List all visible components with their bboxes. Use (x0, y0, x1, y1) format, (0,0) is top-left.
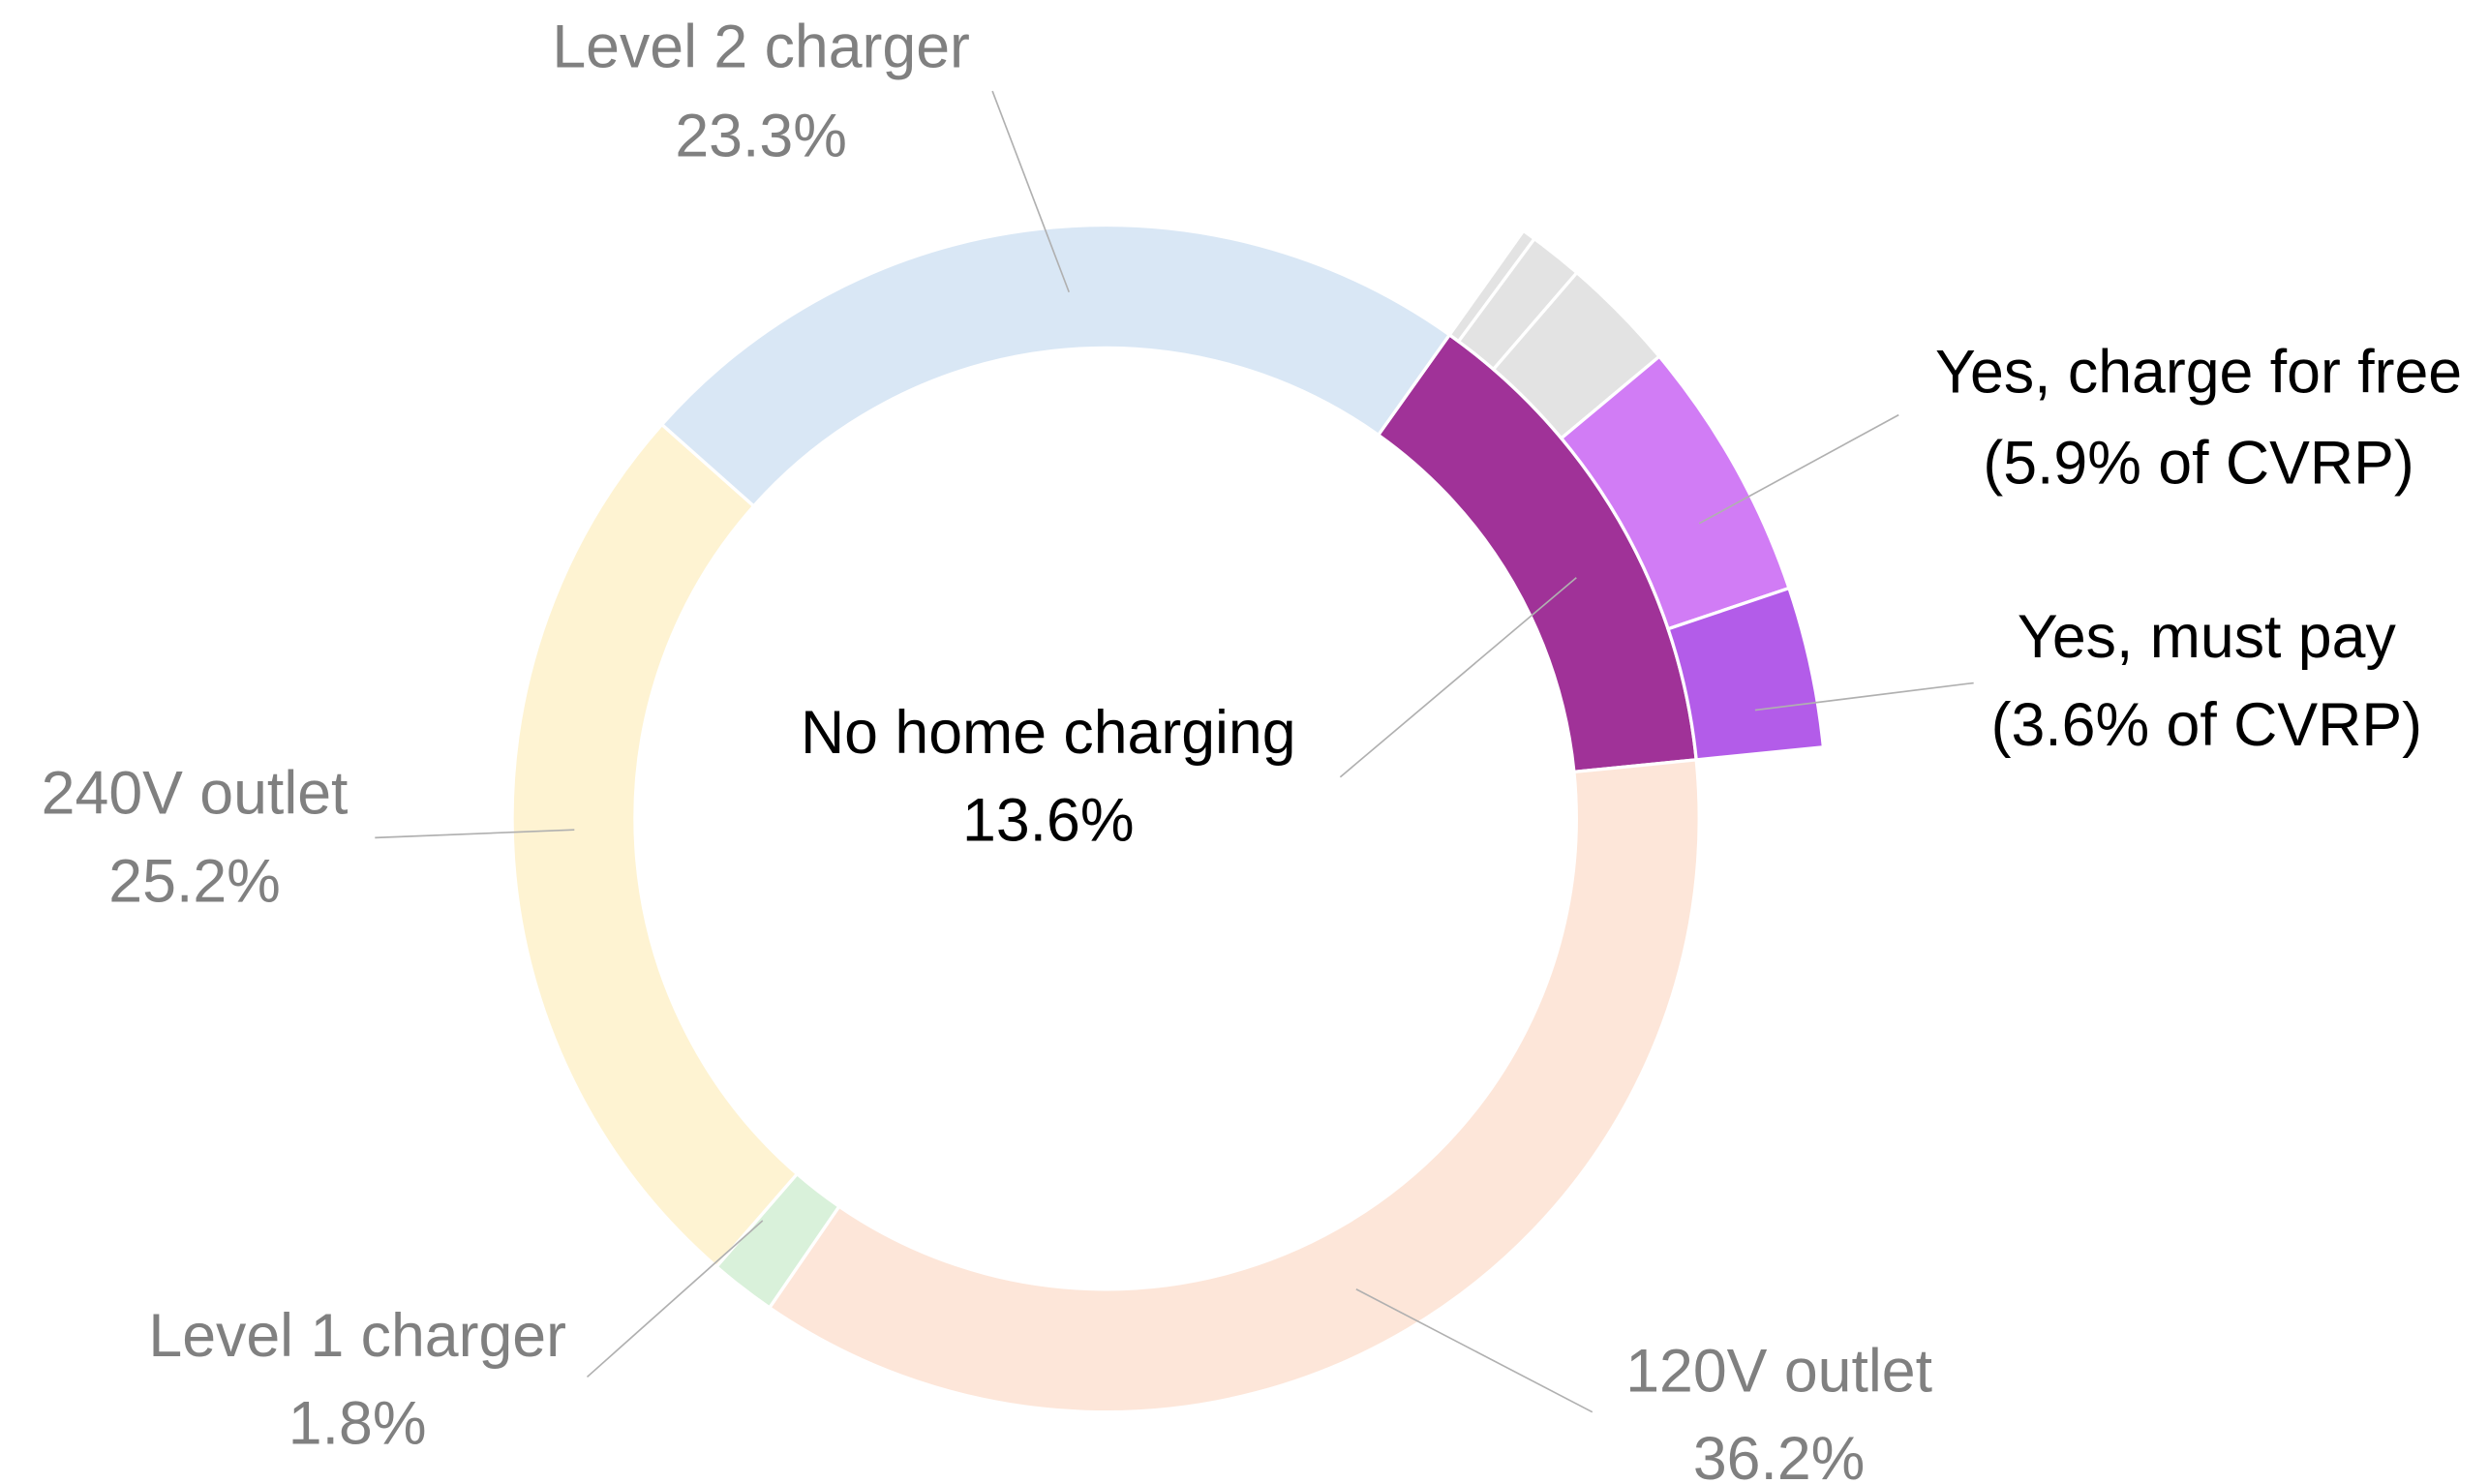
value-label: 23.3% (675, 103, 847, 170)
segment (1665, 586, 1826, 762)
leader-line (375, 829, 575, 839)
segment (767, 758, 1701, 1414)
category-label: Level 1 charger (148, 1302, 566, 1370)
segment (510, 422, 800, 1269)
category-label: Yes, charge for free (1935, 339, 2462, 407)
category-label: Yes, must pay (2018, 603, 2397, 671)
segment (659, 223, 1452, 509)
leader-line (1339, 577, 1577, 778)
category-label: 120V outlet (1625, 1337, 1932, 1405)
value-label: (5.9% of CVRP) (1983, 430, 2413, 498)
leader-line (1355, 1288, 1594, 1413)
value-label: (3.6% of CVRP) (1991, 691, 2422, 759)
leader-line (991, 90, 1070, 293)
leader-line (1754, 681, 1974, 712)
value-label: 36.2% (1693, 1425, 1866, 1484)
category-label: Level 2 charger (552, 13, 970, 80)
category-label: 240V outlet (42, 760, 349, 828)
value-label: 1.8% (288, 1390, 427, 1458)
value-label: 13.6% (962, 787, 1135, 855)
leader-line (1698, 413, 1899, 525)
value-label: 25.2% (108, 847, 281, 915)
leader-line (586, 1220, 764, 1378)
category-label: No home charging (801, 699, 1296, 767)
